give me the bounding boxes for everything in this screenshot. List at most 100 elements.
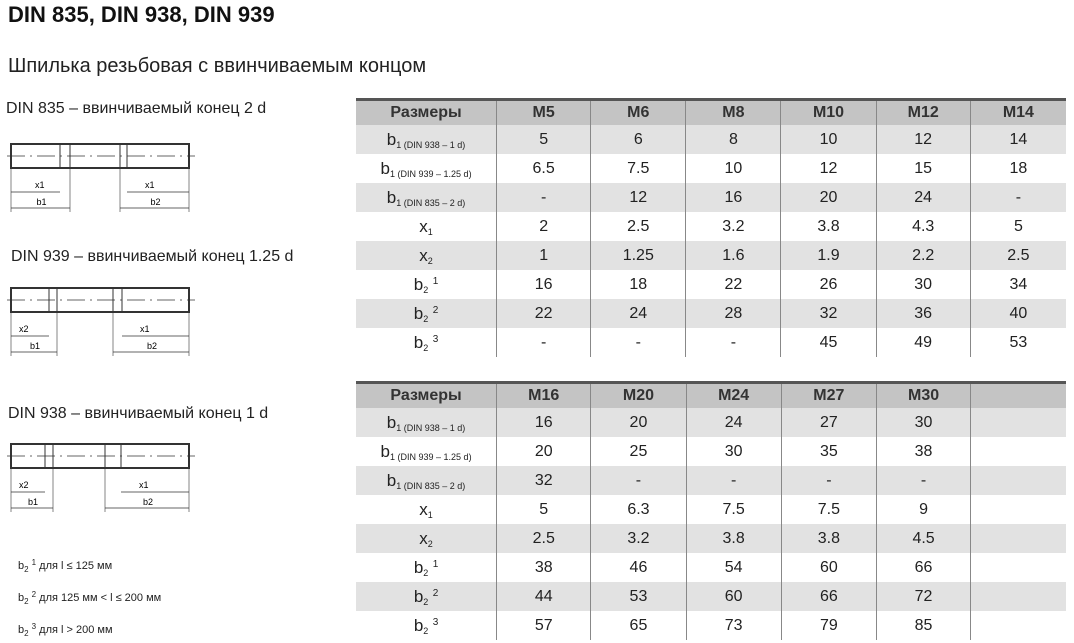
row-label: b2 2 bbox=[356, 582, 497, 611]
table-cell bbox=[970, 553, 1066, 582]
table-cell: 7.5 bbox=[685, 495, 782, 524]
drawing-caption: DIN 938 – ввинчиваемый конец 1 d bbox=[8, 405, 269, 422]
table-row: b1 (DIN 939 – 1.25 d) 6.5 7.5 10 12 15 18 bbox=[356, 154, 1066, 183]
table-cell: 5 bbox=[969, 212, 1066, 241]
table-row: b2 3- - -45 49 53 bbox=[356, 328, 1066, 357]
table-cell: 24 bbox=[685, 408, 782, 437]
column-header: M24 bbox=[685, 381, 782, 408]
page-title: DIN 835, DIN 938, DIN 939 bbox=[8, 2, 275, 27]
table-cell: 8 bbox=[685, 125, 781, 154]
dim-label-right-b: b2 bbox=[147, 341, 157, 351]
table-cell: 53 bbox=[969, 328, 1066, 357]
drawing-caption: DIN 835 – ввинчиваемый конец 2 d bbox=[6, 100, 267, 117]
table-cell: 32 bbox=[780, 299, 877, 328]
table-cell: 30 bbox=[875, 270, 971, 299]
table-cell: - bbox=[685, 328, 781, 357]
table-cell: - bbox=[969, 183, 1066, 212]
column-header: M10 bbox=[780, 98, 877, 125]
stud-drawing: x2 b1 x1 b2 bbox=[7, 287, 195, 356]
table-cell: 22 bbox=[496, 299, 591, 328]
drawing-caption: DIN 939 – ввинчиваемый конец 1.25 d bbox=[11, 248, 294, 265]
table-cell: 24 bbox=[875, 183, 971, 212]
table-cell: 2 bbox=[496, 212, 591, 241]
table-cell: 6.3 bbox=[590, 495, 687, 524]
row-label: x2 bbox=[356, 524, 497, 553]
table-cell: 60 bbox=[685, 582, 782, 611]
table-cell: 4.3 bbox=[875, 212, 971, 241]
table-cell: 73 bbox=[685, 611, 782, 640]
table-cell: 1.6 bbox=[685, 241, 781, 270]
table-cell: 72 bbox=[875, 582, 971, 611]
table-cell: 1 bbox=[496, 241, 591, 270]
table-cell: 2.5 bbox=[969, 241, 1066, 270]
column-header: M16 bbox=[496, 381, 591, 408]
table-cell: 20 bbox=[590, 408, 687, 437]
table-cell: 3.2 bbox=[685, 212, 781, 241]
table-cell: - bbox=[780, 466, 877, 495]
table-cell: 12 bbox=[590, 183, 686, 212]
table-cell: 1.9 bbox=[780, 241, 877, 270]
table-cell: 16 bbox=[496, 408, 591, 437]
dim-label-left-b: b1 bbox=[30, 341, 40, 351]
table-cell: 66 bbox=[875, 553, 971, 582]
footnote: b2 2 для 125 мм < l ≤ 200 мм bbox=[18, 590, 162, 606]
table-cell: 16 bbox=[685, 183, 781, 212]
table-row: x1 5 6.3 7.5 7.5 9 bbox=[356, 495, 1066, 524]
table-cell bbox=[970, 524, 1066, 553]
table-row: x2 1 1.25 1.6 1.9 2.2 2.5 bbox=[356, 241, 1066, 270]
column-header: M6 bbox=[590, 98, 686, 125]
column-header: M27 bbox=[780, 381, 877, 408]
dim-label-right-x: x1 bbox=[140, 324, 150, 334]
table-cell: 34 bbox=[969, 270, 1066, 299]
column-header bbox=[970, 381, 1066, 408]
dim-label-right-b: b2 bbox=[143, 497, 153, 507]
column-header: M14 bbox=[969, 98, 1066, 125]
row-label: b1 (DIN 939 – 1.25 d) bbox=[380, 441, 472, 462]
table-cell: 5 bbox=[496, 495, 591, 524]
table-cell: 10 bbox=[780, 125, 877, 154]
table-cell: - bbox=[496, 183, 591, 212]
dim-label-left-x: x1 bbox=[35, 180, 45, 190]
dim-label-left-x: x2 bbox=[19, 324, 29, 334]
table-cell: 22 bbox=[685, 270, 781, 299]
table-cell: 12 bbox=[875, 125, 971, 154]
dim-label-left-b: b1 bbox=[28, 497, 38, 507]
table-cell: 35 bbox=[780, 437, 877, 466]
table-cell: 18 bbox=[969, 154, 1066, 183]
table-cell: 45 bbox=[780, 328, 877, 357]
column-header: Размеры bbox=[356, 98, 497, 125]
dimensions-table-2: Размеры M16 M20 M24 M27 M30 b1 (DIN 938 – 1 d)… bbox=[356, 381, 1066, 640]
table-cell: 85 bbox=[875, 611, 971, 640]
table-cell: 30 bbox=[685, 437, 782, 466]
table-cell: 40 bbox=[969, 299, 1066, 328]
table-cell: 65 bbox=[590, 611, 687, 640]
table-cell: 2.5 bbox=[590, 212, 686, 241]
table-cell: - bbox=[590, 466, 687, 495]
table-cell: 24 bbox=[590, 299, 686, 328]
table-row: b2 1 38 46 54 60 66 bbox=[356, 553, 1066, 582]
table-row: b1 (DIN 835 – 2 d) -12 16 20 24- bbox=[356, 183, 1066, 212]
column-header: M8 bbox=[685, 98, 781, 125]
table-cell: 44 bbox=[496, 582, 591, 611]
table-cell: 36 bbox=[875, 299, 971, 328]
table-cell: 7.5 bbox=[590, 154, 686, 183]
table-cell: 27 bbox=[780, 408, 877, 437]
table-cell: 3.8 bbox=[685, 524, 782, 553]
table-cell: 20 bbox=[496, 437, 591, 466]
table-cell bbox=[970, 437, 1066, 466]
dim-label-left-x: x2 bbox=[19, 480, 29, 490]
row-label: b1 (DIN 835 – 2 d) bbox=[356, 183, 497, 212]
table-cell: 38 bbox=[875, 437, 971, 466]
table-cell: 18 bbox=[590, 270, 686, 299]
table-cell: 20 bbox=[780, 183, 877, 212]
table-cell: 3.8 bbox=[780, 212, 877, 241]
table-row: b2 2 44 53 60 66 72 bbox=[356, 582, 1066, 611]
table-header: Размеры M16 M20 M24 M27 M30 bbox=[356, 381, 1066, 408]
dim-label-right-x: x1 bbox=[139, 480, 149, 490]
dim-label-right-b: b2 bbox=[151, 197, 161, 207]
table-cell: 3.2 bbox=[590, 524, 687, 553]
stud-drawing: x1 b1 x1 b2 bbox=[7, 143, 195, 212]
table-row: x1 2 2.5 3.2 3.8 4.3 5 bbox=[356, 212, 1066, 241]
table-cell: 4.5 bbox=[875, 524, 971, 553]
table-cell bbox=[970, 466, 1066, 495]
